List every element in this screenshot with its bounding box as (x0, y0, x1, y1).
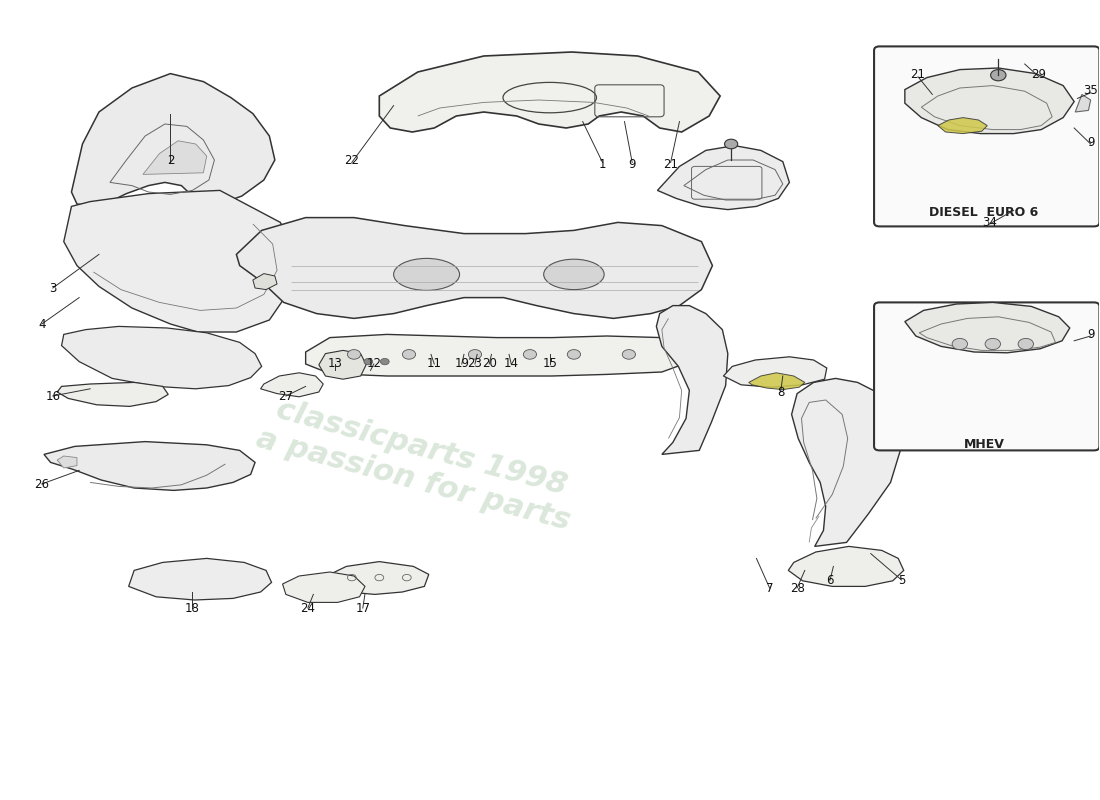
Polygon shape (379, 52, 720, 132)
Text: 9: 9 (1087, 328, 1094, 341)
Polygon shape (658, 146, 790, 210)
Polygon shape (938, 118, 988, 134)
Text: 18: 18 (185, 602, 200, 614)
Polygon shape (905, 302, 1070, 353)
Text: 5: 5 (898, 574, 905, 586)
Circle shape (524, 350, 537, 359)
Circle shape (1019, 338, 1034, 350)
Text: 21: 21 (663, 158, 679, 170)
Text: 9: 9 (1087, 136, 1094, 149)
Circle shape (348, 350, 361, 359)
Polygon shape (657, 306, 728, 454)
Circle shape (991, 70, 1006, 81)
Text: classicparts 1998
a passion for parts: classicparts 1998 a passion for parts (253, 392, 582, 536)
Polygon shape (1076, 94, 1090, 112)
Polygon shape (62, 326, 262, 389)
Text: 6: 6 (826, 574, 834, 586)
Text: 29: 29 (1032, 68, 1046, 81)
Text: 16: 16 (45, 390, 60, 402)
Polygon shape (329, 562, 429, 594)
Text: MHEV: MHEV (964, 438, 1004, 451)
Text: DIESEL  EURO 6: DIESEL EURO 6 (930, 206, 1038, 219)
Text: 24: 24 (300, 602, 316, 614)
Text: 2: 2 (167, 154, 174, 166)
Polygon shape (261, 373, 323, 397)
Circle shape (381, 358, 389, 365)
Polygon shape (143, 141, 207, 174)
Polygon shape (253, 274, 277, 290)
Polygon shape (724, 357, 827, 387)
Circle shape (403, 350, 416, 359)
Text: 13: 13 (328, 358, 343, 370)
Text: 35: 35 (1084, 84, 1098, 97)
Text: 1: 1 (598, 158, 606, 170)
Ellipse shape (543, 259, 604, 290)
Polygon shape (319, 350, 366, 379)
Circle shape (725, 139, 738, 149)
Polygon shape (306, 334, 684, 376)
Text: 15: 15 (542, 358, 558, 370)
Text: 19: 19 (454, 358, 470, 370)
Polygon shape (905, 68, 1075, 134)
Polygon shape (57, 456, 77, 468)
Polygon shape (64, 190, 297, 332)
Circle shape (623, 350, 636, 359)
Text: 11: 11 (427, 358, 442, 370)
Text: 8: 8 (777, 386, 784, 398)
Circle shape (469, 350, 482, 359)
Polygon shape (792, 378, 902, 546)
Text: 34: 34 (982, 216, 997, 229)
Polygon shape (57, 382, 168, 406)
Text: 20: 20 (482, 358, 497, 370)
Text: 28: 28 (790, 582, 804, 594)
Text: 21: 21 (911, 68, 925, 81)
Polygon shape (789, 546, 904, 586)
Text: 23: 23 (468, 358, 483, 370)
Circle shape (364, 358, 373, 365)
Text: 27: 27 (278, 390, 294, 402)
Circle shape (953, 338, 968, 350)
Circle shape (568, 350, 581, 359)
Text: 22: 22 (344, 154, 360, 166)
Text: 14: 14 (504, 358, 519, 370)
Polygon shape (129, 558, 272, 600)
Polygon shape (236, 218, 713, 318)
FancyBboxPatch shape (874, 46, 1099, 226)
FancyBboxPatch shape (874, 302, 1099, 450)
Text: 7: 7 (766, 582, 773, 594)
Text: 26: 26 (34, 478, 50, 490)
Text: 17: 17 (355, 602, 371, 614)
Text: 12: 12 (366, 358, 382, 370)
Text: 9: 9 (628, 158, 636, 170)
Ellipse shape (394, 258, 460, 290)
Polygon shape (72, 74, 275, 206)
Polygon shape (283, 572, 365, 602)
Text: 3: 3 (50, 282, 56, 294)
Text: 4: 4 (39, 318, 45, 330)
Circle shape (986, 338, 1001, 350)
Polygon shape (749, 373, 805, 390)
Polygon shape (44, 442, 255, 490)
